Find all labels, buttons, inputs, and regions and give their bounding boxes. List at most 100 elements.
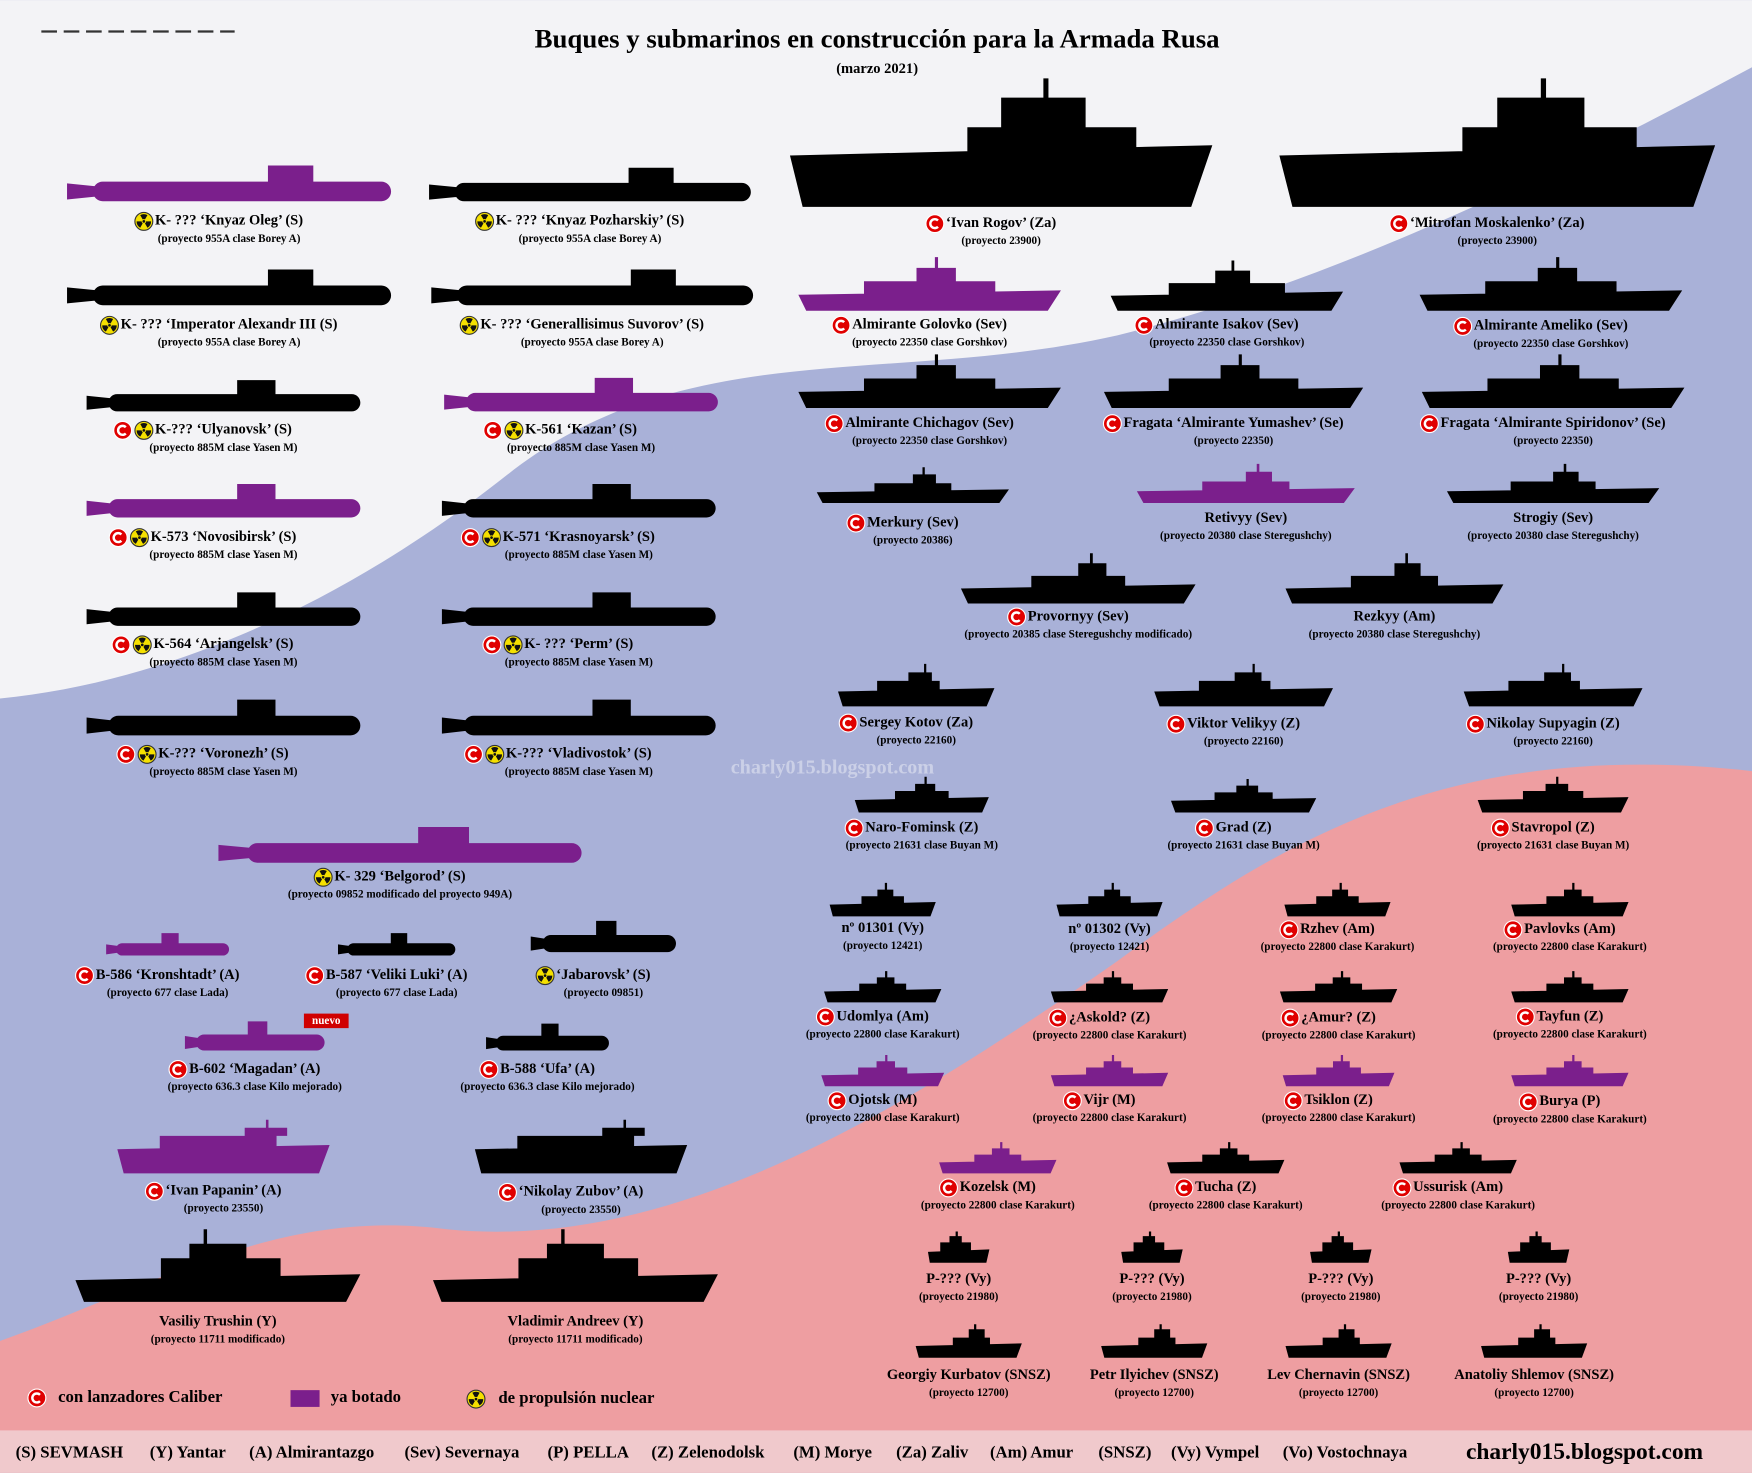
caliber-icon-mark (1507, 924, 1517, 936)
vessel-silhouette (474, 1119, 688, 1174)
vessel-silhouette (960, 553, 1196, 604)
vessel-silhouette (927, 1231, 990, 1263)
vessel-project: (proyecto 21980) (1112, 1291, 1192, 1303)
shipyard: (Sev) Severnaya (404, 1443, 520, 1462)
vessel-silhouette (1463, 663, 1643, 707)
vessel-project: (proyecto 11711 modificado) (151, 1333, 286, 1345)
vessel-project: (proyecto 21980) (1301, 1291, 1381, 1303)
caliber-icon (838, 713, 858, 733)
vessel-name: K-??? ‘Vladivostok’ (S) (506, 746, 652, 762)
vessel-name: Strogiy (Sev) (1513, 510, 1593, 526)
caliber-icon-mark (1178, 1182, 1188, 1194)
vessel-name: nº 01302 (Vy) (1068, 921, 1151, 937)
vessel-project: (proyecto 22350) (1513, 435, 1593, 447)
caliber-icon-mark (464, 531, 475, 544)
vessel-project: (proyecto 09852 modificado del proyecto … (288, 889, 513, 901)
vessel-project: (proyecto 23900) (961, 235, 1041, 247)
caliber-icon-mark (172, 1063, 182, 1076)
badge: nuevo (312, 1015, 341, 1027)
nuclear-icon-dot (138, 536, 141, 539)
vessel-name: Petr Ilyichev (SNSZ) (1090, 1367, 1219, 1383)
vessel-silhouette (939, 1142, 1057, 1174)
vessel-name: P-??? (Vy) (1506, 1271, 1571, 1287)
vessel-silhouette (1279, 78, 1716, 207)
vessel-name: ¿Amur? (Z) (1301, 1009, 1376, 1025)
vessel-silhouette (337, 933, 456, 956)
vessel-silhouette (1446, 463, 1660, 503)
flag-red (0, 764, 1752, 1473)
vessel-silhouette (1121, 1231, 1183, 1263)
legend-swatch (290, 1390, 320, 1407)
vessel-name: K- ??? ‘Knyaz Oleg’ (S) (155, 213, 303, 229)
vessel-project: (proyecto 21980) (919, 1291, 999, 1303)
title: Buques y submarinos en construcción para… (535, 24, 1220, 54)
caliber-icon (925, 214, 945, 234)
vessel-name: K-564 ‘Arjangelsk’ (S) (153, 636, 293, 652)
legend-label: ya botado (331, 1387, 401, 1406)
caliber-icon-mark (148, 1185, 159, 1197)
badge-box (303, 1013, 349, 1029)
caliber-icon (1518, 1092, 1538, 1112)
vessel-project: (proyecto 20385 clase Steregushchy modif… (964, 628, 1192, 640)
vessel-silhouette (821, 1054, 945, 1087)
vessel-silhouette (1511, 971, 1629, 1003)
vessel-project: (proyecto 22800 clase Karakurt) (1149, 1199, 1303, 1211)
vessel-silhouette (816, 467, 1009, 503)
caliber-icon (482, 635, 502, 655)
vessel-silhouette (530, 920, 676, 953)
vessel-project: (proyecto 22800 clase Karakurt) (1033, 1112, 1187, 1124)
caliber-icon-mark (1393, 217, 1403, 230)
nuclear-icon-dot (140, 643, 144, 647)
vessel-project: (proyecto 12421) (1070, 941, 1150, 953)
caliber-icon (116, 744, 136, 764)
caliber-icon (144, 1181, 164, 1201)
shipyard: (Vo) Vostochnaya (1283, 1443, 1408, 1462)
vessel-silhouette (1282, 1054, 1395, 1087)
vessel-name: Almirante Isakov (Sev) (1155, 317, 1299, 333)
vessel-project: (proyecto 22800 clase Karakurt) (806, 1028, 960, 1040)
vessel-silhouette (441, 699, 716, 736)
vessel-project: (proyecto 20380 clase Steregushchy) (1160, 530, 1332, 542)
vessel-silhouette (1050, 971, 1169, 1003)
vessel-project: (proyecto 885M clase Yasen M) (505, 549, 653, 561)
caliber-icon-mark (1066, 1095, 1077, 1107)
vessel-project: (proyecto 21980) (1499, 1291, 1579, 1303)
vessel-name: ‘Ivan Rogov’ (Za) (946, 215, 1056, 231)
caliber-icon-mark (1198, 822, 1209, 834)
vessel-project: (proyecto 885M clase Yasen M) (505, 766, 653, 778)
nuclear-icon-dot (145, 753, 149, 756)
nuclear-icon-dot (142, 429, 146, 432)
vessel-project: (proyecto 885M clase Yasen M) (149, 656, 297, 668)
vessel-name: Provornyy (Sev) (1028, 608, 1129, 624)
nuclear-icon-dot (493, 753, 497, 756)
vessel-project: (proyecto 12421) (843, 940, 923, 952)
caliber-icon (1419, 414, 1439, 434)
vessel-project: (proyecto 23900) (1458, 235, 1538, 247)
vessel-silhouette (798, 257, 1061, 311)
caliber-icon-mark (1519, 1011, 1530, 1023)
vessel-name: K- ??? ‘Imperator Alexandr III (S) (121, 317, 338, 333)
vessel-name: Burya (P) (1539, 1093, 1600, 1109)
vessel-name: Viktor Velikyy (Z) (1187, 716, 1300, 732)
caliber-icon-mark (828, 417, 839, 430)
vessel-project: (proyecto 885M clase Yasen M) (505, 656, 653, 668)
vessel-name: P-??? (Vy) (1308, 1271, 1373, 1287)
vessel-silhouette (432, 1229, 718, 1302)
vessel-project: (proyecto 09851) (564, 987, 644, 999)
shipyard: (SNSZ) (1098, 1443, 1151, 1462)
caliber-icon-mark (309, 969, 319, 982)
vessel-silhouette (1103, 354, 1364, 408)
vessel-name: Grad (Z) (1216, 819, 1272, 835)
vessel-project: (proyecto 22350 clase Gorshkov) (852, 435, 1007, 447)
shipyard: (Za) Zaliv (896, 1443, 969, 1462)
vessel-silhouette (86, 699, 361, 736)
vessel-silhouette (1136, 463, 1355, 503)
vessel-name: Rzhev (Am) (1300, 921, 1375, 937)
vessel-project: (proyecto 23550) (184, 1203, 264, 1215)
vessel-name: K-??? ‘Voronezh’ (S) (158, 746, 289, 762)
vessel-name: Almirante Ameliko (Sev) (1474, 318, 1628, 334)
vessel-project: (proyecto 677 clase Lada) (107, 987, 229, 999)
caliber-icon-mark (835, 319, 846, 331)
caliber-icon-mark (487, 424, 497, 437)
